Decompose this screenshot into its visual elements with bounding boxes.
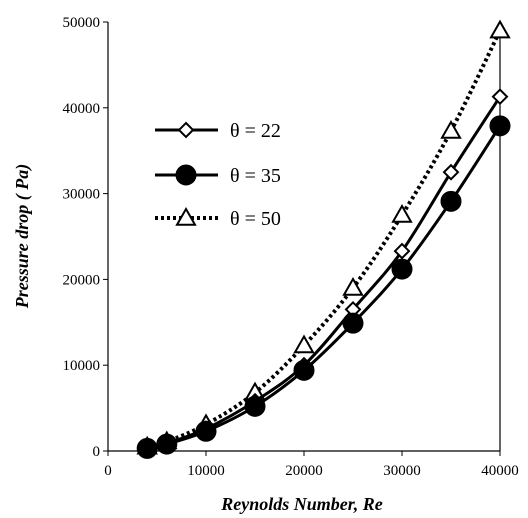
- data-point: [393, 242, 411, 260]
- series-line: [146, 29, 502, 449]
- data-point: [342, 312, 364, 334]
- data-point: [440, 119, 462, 139]
- data-point: [442, 163, 460, 181]
- series-line: [146, 95, 502, 450]
- data-point: [342, 276, 364, 296]
- y-tick-label: 0: [93, 444, 101, 460]
- x-tick-label: 30000: [383, 463, 421, 479]
- y-tick-label: 10000: [63, 358, 101, 374]
- y-tick-label: 50000: [63, 15, 101, 31]
- x-tick-label: 0: [104, 463, 112, 479]
- x-tick-label: 20000: [285, 463, 323, 479]
- legend-label: θ = 50: [230, 208, 281, 230]
- legend-marker: [175, 206, 197, 226]
- data-point: [489, 115, 511, 137]
- y-tick-label: 40000: [63, 101, 101, 117]
- axes: 0 10000 20000 30000 40000 0 10000 20000 30000 400…: [63, 15, 519, 479]
- data-point: [136, 437, 158, 459]
- x-tick-label: 40000: [481, 463, 519, 479]
- series-1: [138, 88, 509, 456]
- legend-label: θ = 22: [230, 120, 281, 142]
- legend-marker: [177, 121, 195, 139]
- data-point: [156, 433, 178, 455]
- data-point: [293, 334, 315, 354]
- series-line: [146, 125, 502, 450]
- data-point: [195, 420, 217, 442]
- y-tick-label: 20000: [63, 272, 101, 288]
- data-point: [244, 395, 266, 417]
- series-group: [136, 19, 511, 459]
- legend-label: θ = 35: [230, 165, 281, 187]
- series-2: [136, 115, 511, 459]
- data-point: [489, 19, 511, 39]
- series-3: [136, 19, 511, 455]
- legend: θ = 22 θ = 35 θ = 50: [155, 120, 281, 230]
- data-point: [440, 190, 462, 212]
- data-point: [293, 359, 315, 381]
- y-tick-label: 30000: [63, 187, 101, 203]
- data-point: [391, 258, 413, 280]
- x-axis-title: Reynolds Number, Re: [220, 494, 383, 514]
- data-point: [391, 204, 413, 223]
- data-point: [491, 88, 509, 106]
- y-axis-title: Pressure drop ( Pa): [12, 164, 33, 310]
- legend-marker: [175, 164, 197, 186]
- x-tick-label: 10000: [187, 463, 225, 479]
